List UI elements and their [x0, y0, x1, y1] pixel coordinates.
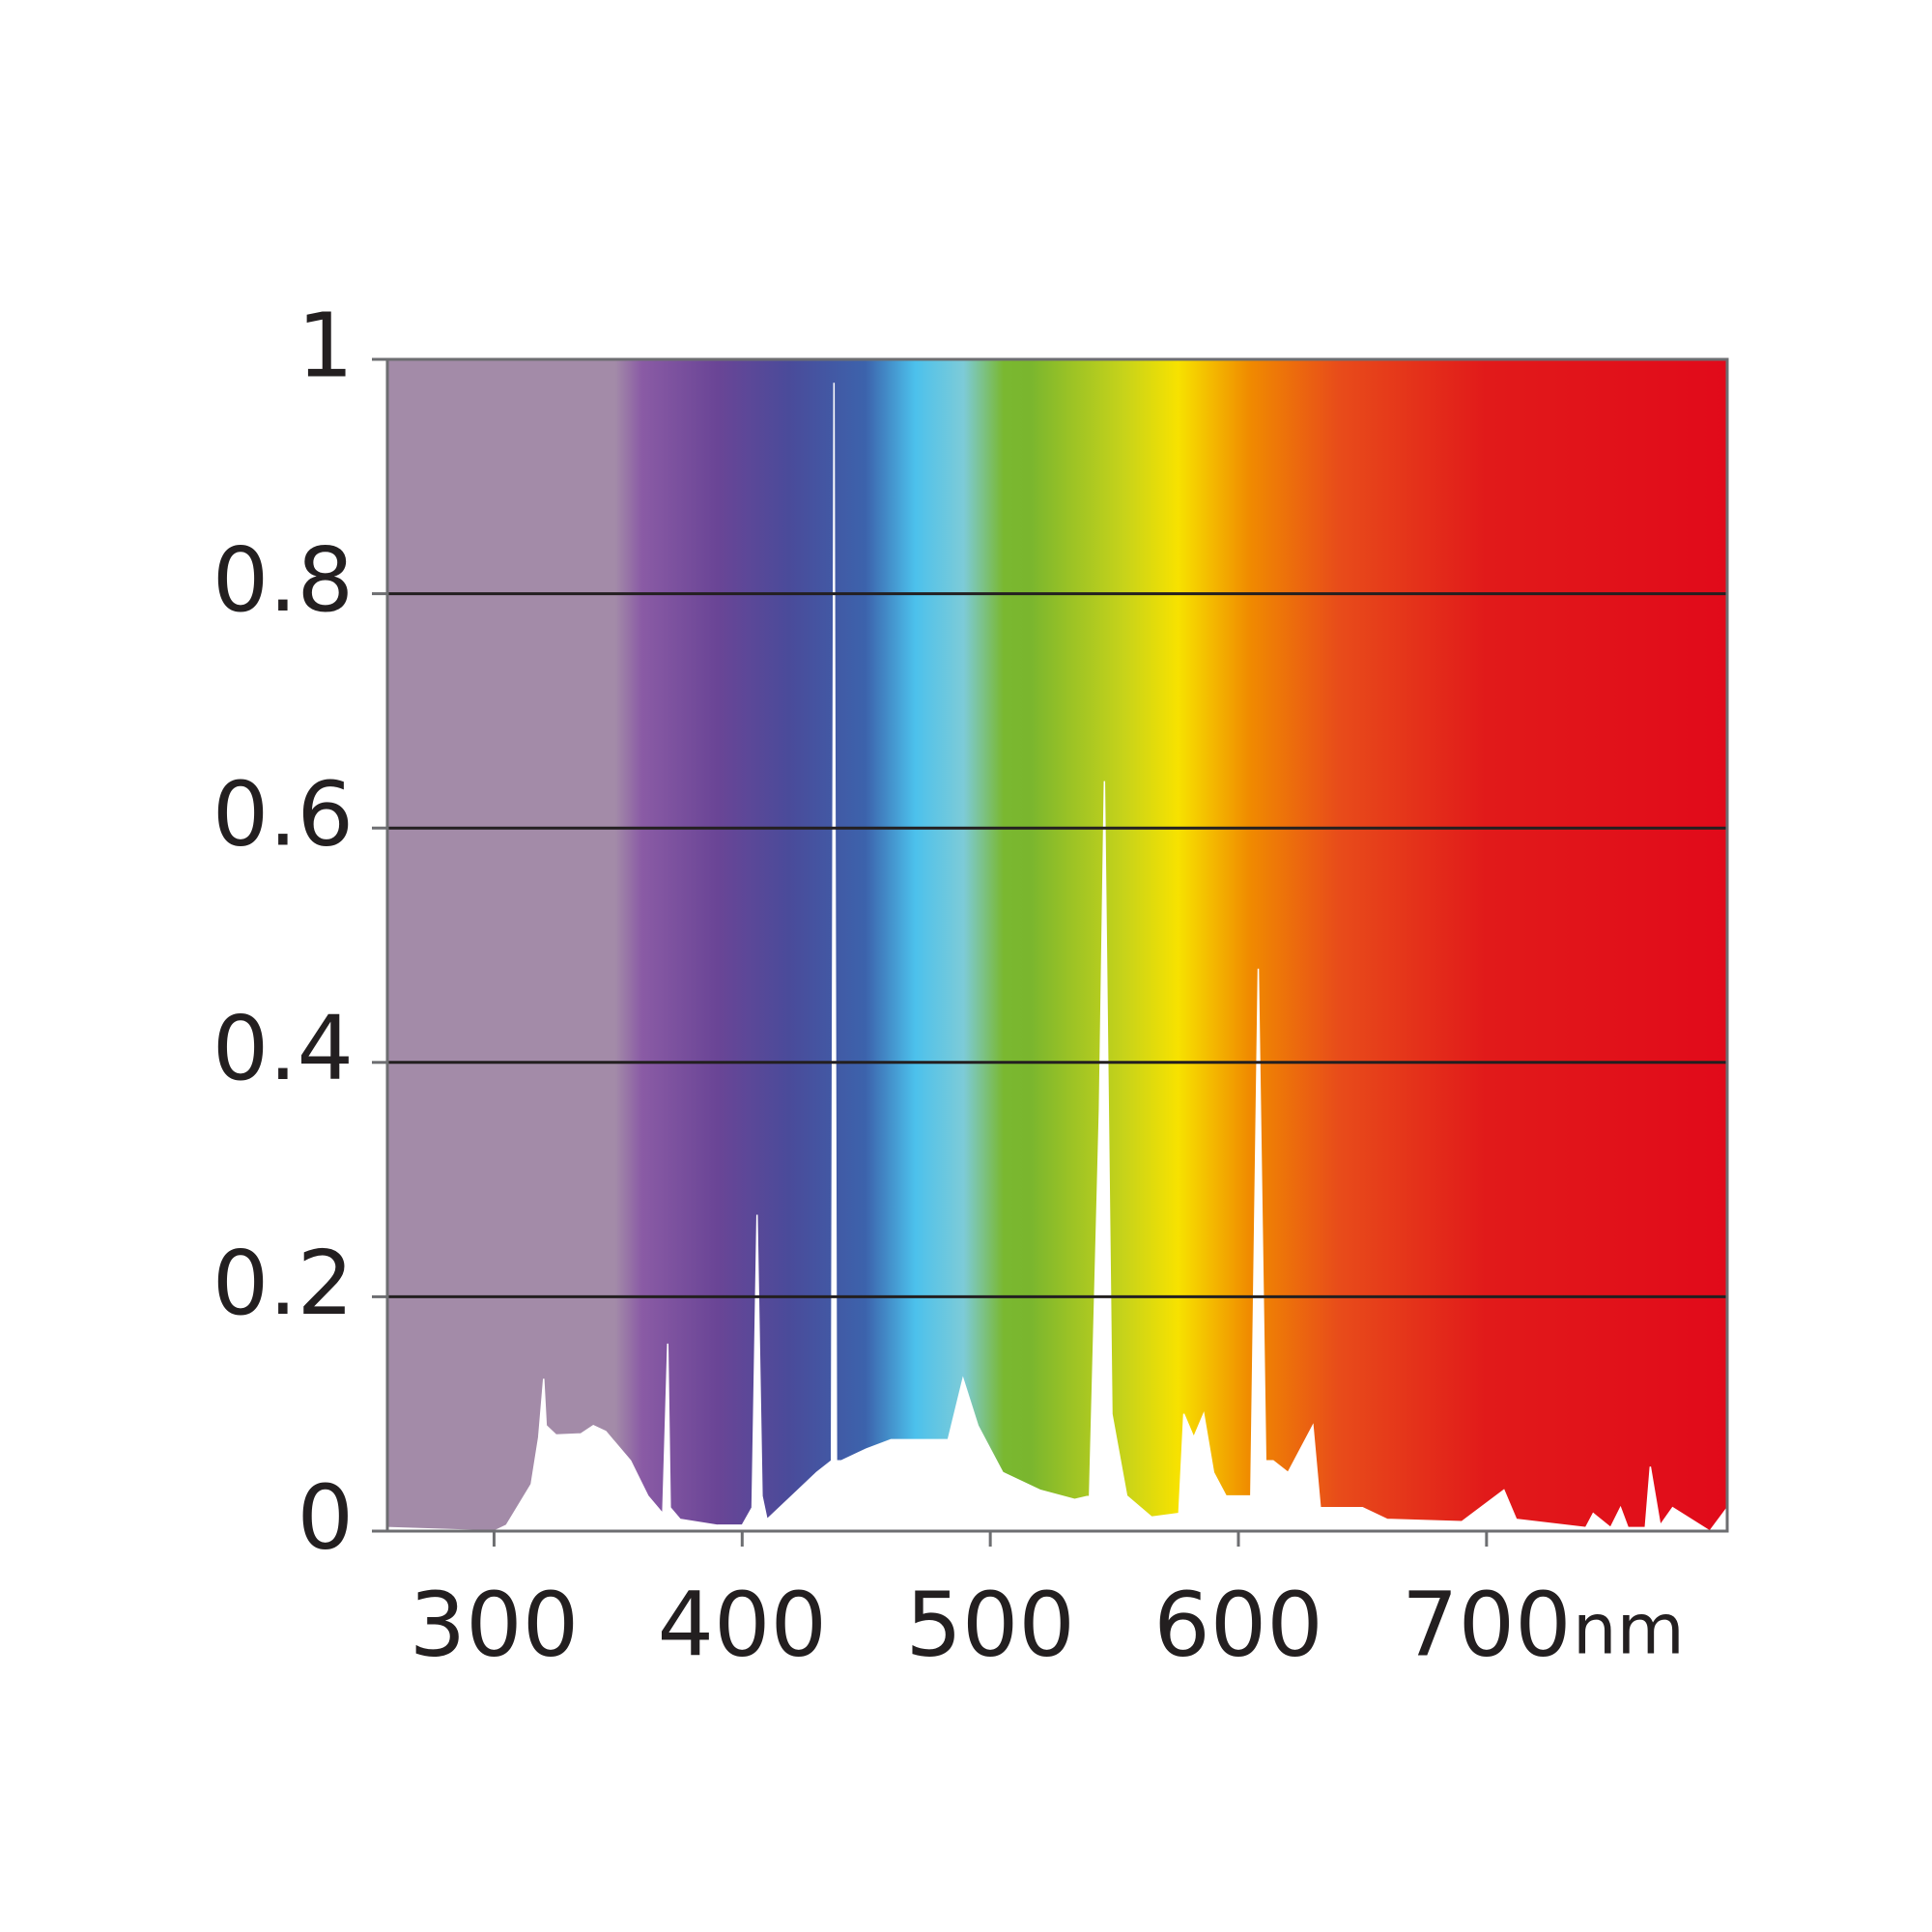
y-tick-label: 0.8	[213, 528, 354, 632]
y-tick-label: 0	[297, 1465, 354, 1569]
y-tick-label: 0.4	[213, 997, 354, 1100]
x-tick-label: 400	[657, 1573, 827, 1676]
x-tick-label: 300	[410, 1573, 580, 1676]
x-tick-label: 600	[1153, 1573, 1323, 1676]
spectrum-background	[387, 359, 1727, 1531]
y-tick-label: 0.6	[213, 763, 354, 867]
y-tick-label: 0.2	[213, 1232, 354, 1335]
x-tick-label: 700	[1402, 1573, 1572, 1676]
x-tick-label: 500	[905, 1573, 1075, 1676]
y-tick-label: 1	[297, 294, 354, 397]
x-axis-unit: nm	[1573, 1589, 1685, 1670]
plot-frame	[385, 357, 1729, 1533]
spectrum-area	[386, 383, 1728, 1533]
